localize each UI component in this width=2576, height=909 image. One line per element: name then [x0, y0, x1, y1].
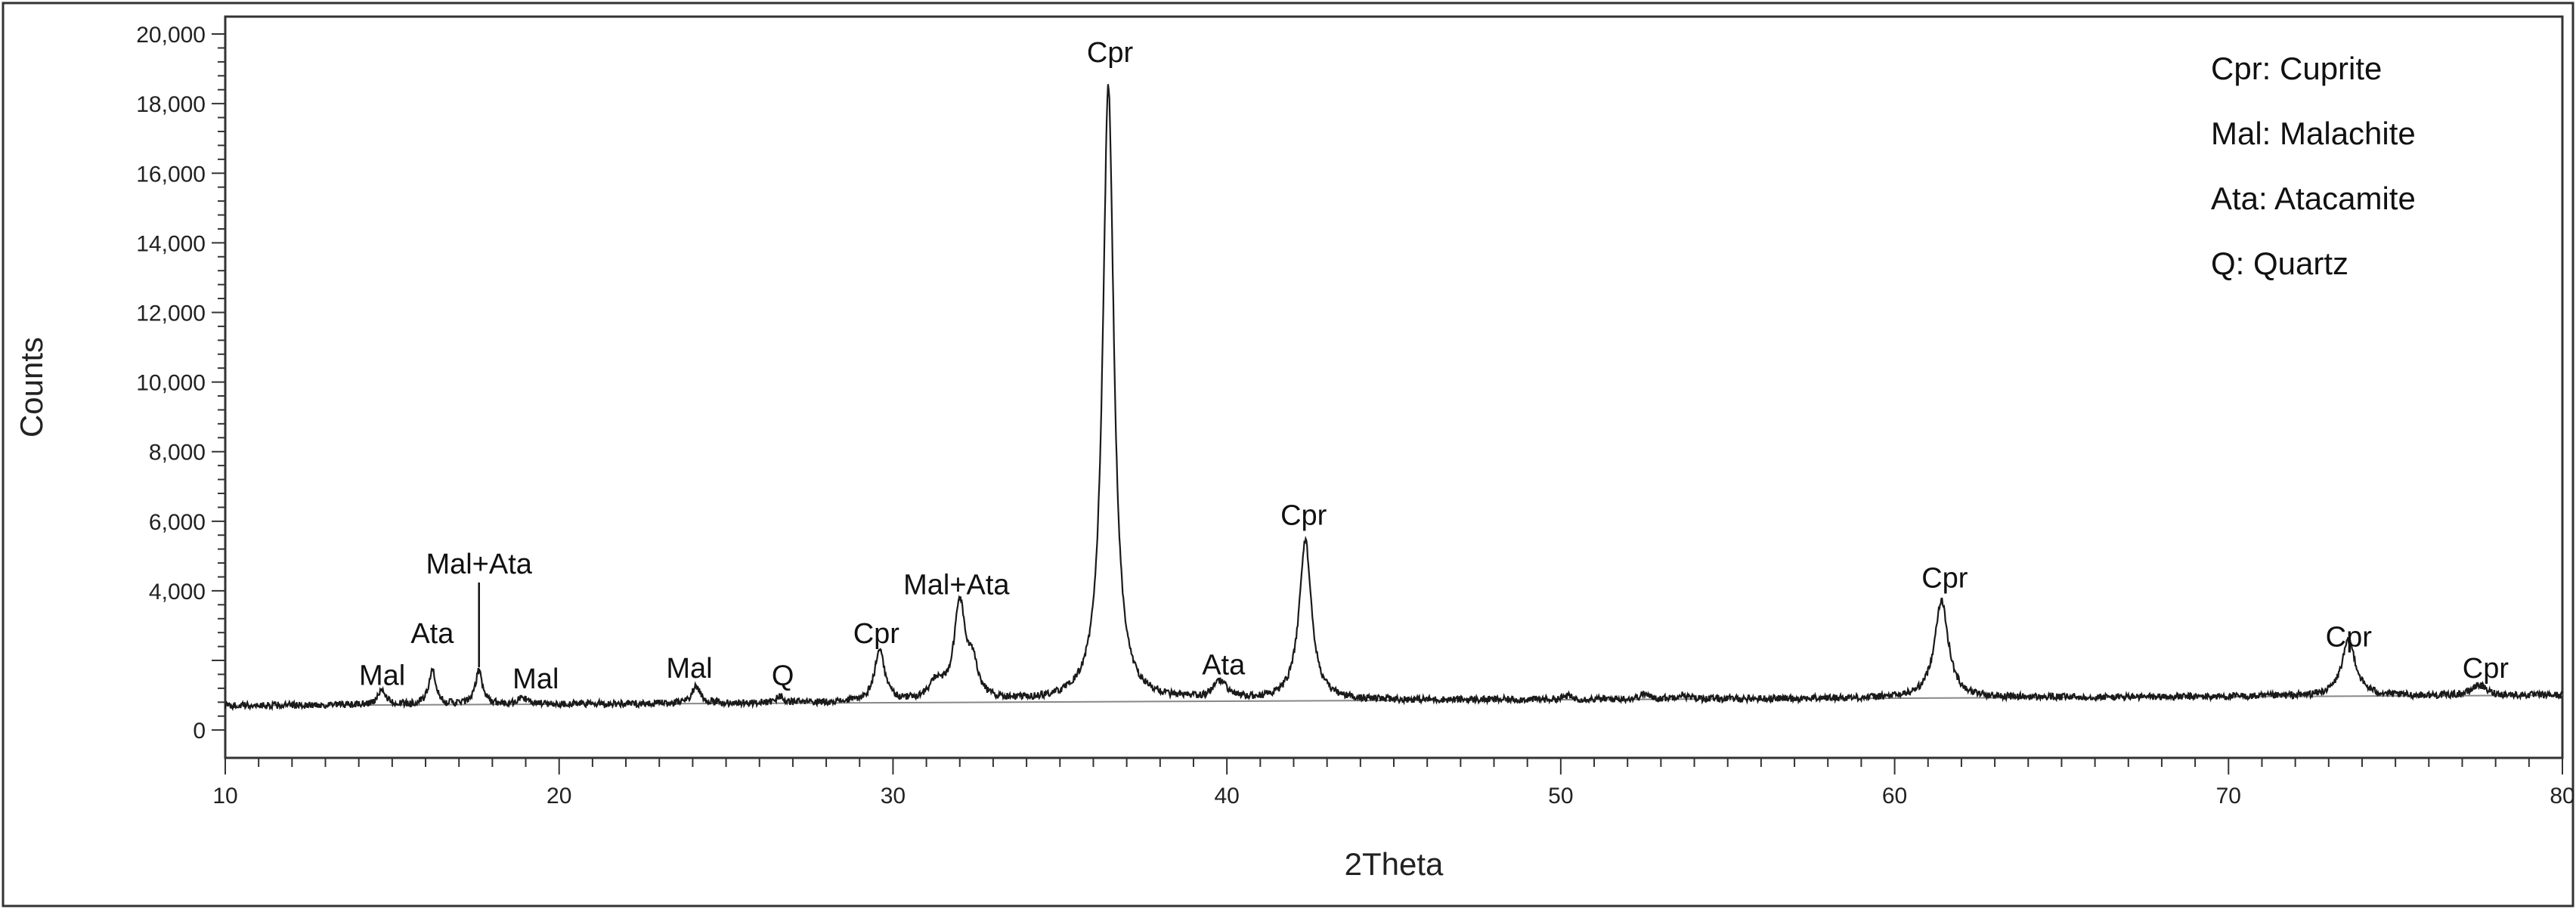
pattern-trace-layer — [224, 84, 2563, 712]
y-tick-label: 20,000 — [136, 23, 206, 48]
y-tick-label: 10,000 — [136, 371, 206, 396]
peak-label: Cpr — [1921, 562, 1968, 594]
peak-label: Mal+Ata — [426, 549, 532, 580]
legend-entry: Q: Quartz — [2211, 246, 2348, 281]
legend: Cpr: Cuprite Mal: Malachite Ata: Atacamite… — [2211, 51, 2416, 281]
legend-entry: Ata: Atacamite — [2211, 181, 2416, 216]
x-tick-label: 10 — [212, 784, 237, 809]
peak-label: Ata — [410, 618, 454, 650]
legend-entry: Mal: Malachite — [2211, 116, 2416, 151]
peak-label: Cpr — [853, 618, 900, 650]
y-axis: 0 4,000 6,000 8,000 10,000 12,000 14,000 16,000… — [136, 23, 225, 744]
peak-label: Mal — [666, 653, 712, 685]
x-tick-label: 40 — [1214, 784, 1239, 809]
peak-label: Mal+Ata — [903, 570, 1010, 601]
x-tick-label: 80 — [2550, 784, 2574, 809]
peak-label: Cpr — [2463, 653, 2509, 685]
peak-label: Mal — [359, 660, 405, 691]
y-tick-label: 18,000 — [136, 92, 206, 117]
y-tick-label: 6,000 — [149, 510, 206, 535]
x-tick-label: 20 — [546, 784, 571, 809]
y-axis-label: Counts — [14, 337, 49, 437]
peak-label: Mal — [512, 663, 559, 695]
y-tick-label: 14,000 — [136, 231, 206, 256]
peak-label: Cpr — [1087, 37, 1134, 69]
x-tick-label: 50 — [1548, 784, 1573, 809]
y-tick-label: 0 — [193, 719, 206, 744]
x-axis-label: 2Theta — [1345, 846, 1444, 882]
y-tick-label: 4,000 — [149, 580, 206, 604]
peak-label: Ata — [1202, 649, 1246, 681]
y-tick-label: 12,000 — [136, 301, 206, 326]
peak-label: Cpr — [1280, 499, 1327, 531]
y-tick-label: 8,000 — [149, 441, 206, 465]
peak-label: Cpr — [2326, 622, 2373, 654]
xrd-pattern-line — [224, 84, 2563, 712]
x-tick-label: 60 — [1882, 784, 1907, 809]
x-axis: 10 20 30 40 50 60 70 80 — [212, 758, 2575, 809]
x-tick-label: 70 — [2216, 784, 2241, 809]
x-tick-label: 30 — [881, 784, 906, 809]
y-tick-label: 16,000 — [136, 162, 206, 187]
legend-entry: Cpr: Cuprite — [2211, 51, 2382, 86]
peak-label: Q — [772, 660, 794, 691]
